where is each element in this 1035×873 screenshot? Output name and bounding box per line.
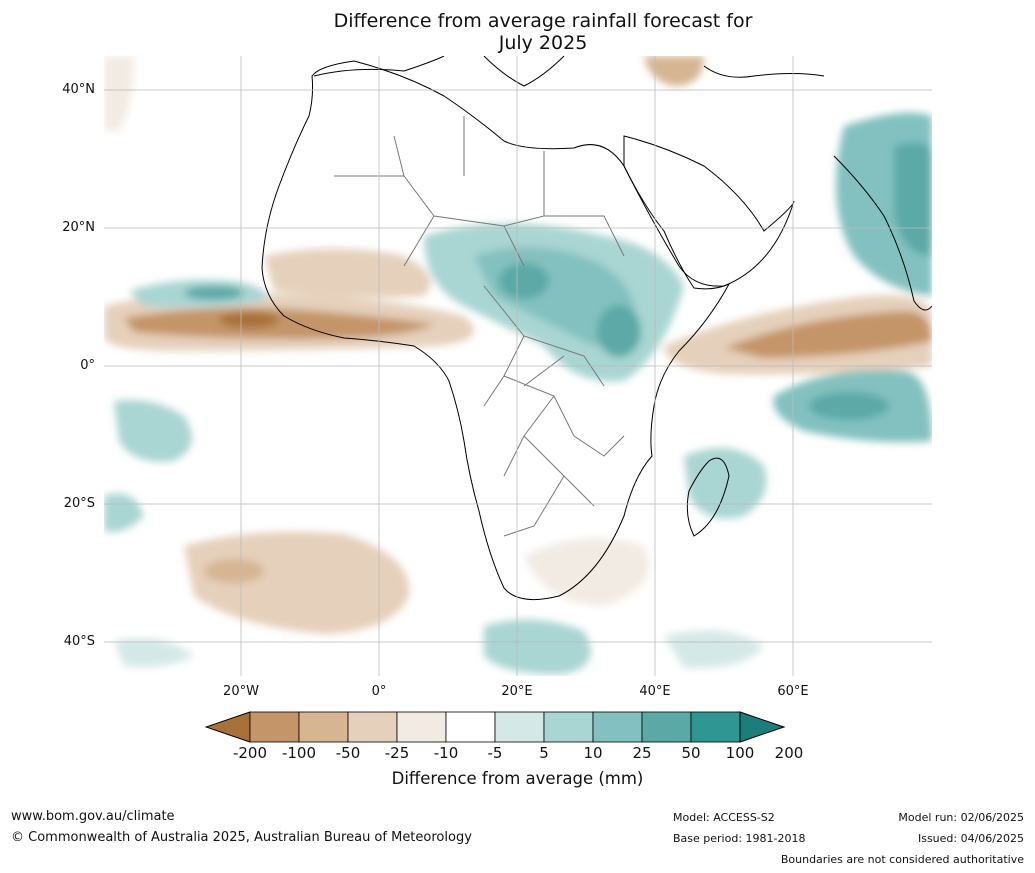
colorbar-tick-label: 50 — [681, 744, 701, 762]
colorbar-tick-label: 25 — [632, 744, 652, 762]
europe-coastline — [313, 56, 825, 87]
colorbar — [205, 711, 786, 743]
wet-southern-ocean-2 — [664, 630, 764, 669]
colorbar-segment — [445, 711, 496, 743]
dry-core-west-africa — [124, 307, 434, 339]
colorbar-segment — [347, 711, 398, 743]
madagascar-coastline — [686, 457, 730, 537]
anomaly-fields — [104, 56, 932, 675]
colorbar-extend-high — [739, 711, 786, 743]
colorbar-tick-label: 10 — [583, 744, 603, 762]
colorbar-segment — [249, 711, 300, 743]
colorbar-tick-label: -200 — [232, 744, 268, 762]
colorbar-segment — [494, 711, 545, 743]
colorbar-segment — [298, 711, 349, 743]
lat-label-40s: 40°S — [63, 634, 95, 649]
wet-east-africa-peak-2 — [597, 305, 641, 357]
india-coastline — [833, 155, 932, 311]
colorbar-segment — [396, 711, 447, 743]
dry-south-atlantic — [184, 531, 410, 634]
wet-gulf-of-guinea — [114, 400, 192, 462]
wet-south-atlantic-2 — [104, 493, 144, 532]
lon-label-0: 0° — [371, 684, 387, 699]
colorbar-tick-label: 5 — [539, 744, 549, 762]
dry-south-atlantic-core — [204, 559, 264, 583]
footer-disclaimer: Boundaries are not considered authoritat… — [780, 853, 1024, 866]
colorbar-tick-label: -25 — [384, 744, 410, 762]
colorbar-tick-label: -50 — [335, 744, 361, 762]
gridlines — [104, 56, 932, 676]
footer-base-period: Base period: 1981-2018 — [673, 832, 806, 845]
africa-coastline — [261, 60, 731, 601]
wet-southern-ocean-3 — [114, 638, 194, 668]
footer-model-run: Model run: 02/06/2025 — [898, 811, 1024, 824]
colorbar-tick-label: -5 — [487, 744, 503, 762]
lon-label-40e: 40°E — [639, 684, 671, 699]
coastlines-and-borders — [261, 56, 932, 601]
colorbar-tick-label: -100 — [281, 744, 317, 762]
colorbar-segment — [690, 711, 741, 743]
colorbar-segment — [592, 711, 643, 743]
lon-label-60e: 60°E — [777, 684, 809, 699]
country-borders — [334, 116, 625, 537]
lat-label-20n: 20°N — [62, 220, 95, 235]
lat-label-40n: 40°N — [62, 82, 95, 97]
footer-copyright: © Commonwealth of Australia 2025, Austra… — [11, 830, 472, 845]
lon-label-20e: 20°E — [501, 684, 533, 699]
colorbar-tick-label: -10 — [433, 744, 459, 762]
dry-core-arabian-sea — [724, 311, 932, 358]
lon-label-20w: 20°W — [223, 684, 259, 699]
dry-mediterranean — [644, 56, 704, 86]
wet-atlantic-core — [184, 286, 244, 300]
dry-south-indian — [524, 538, 649, 606]
footer-model: Model: ACCESS-S2 — [673, 811, 775, 824]
footer-issued: Issued: 04/06/2025 — [917, 832, 1024, 845]
colorbar-tick-label: 100 — [725, 744, 755, 762]
dry-peak-west-africa — [219, 312, 279, 328]
rainfall-anomaly-map — [104, 56, 932, 676]
arabian-peninsula-coastline — [623, 135, 795, 287]
wet-east-africa-peak — [499, 263, 549, 299]
lat-label-20s: 20°S — [63, 496, 95, 511]
dry-sahel — [264, 248, 431, 298]
colorbar-segment — [641, 711, 692, 743]
map-title: Difference from average rainfall forecas… — [243, 10, 843, 54]
footer-website: www.bom.gov.au/climate — [11, 809, 175, 824]
colorbar-segment — [543, 711, 594, 743]
colorbar-label: Difference from average (mm) — [391, 769, 644, 788]
wet-southern-ocean — [484, 619, 591, 675]
title-line-2: July 2025 — [498, 32, 588, 54]
title-line-1: Difference from average rainfall forecas… — [333, 10, 753, 32]
wet-indian-ocean-core — [809, 392, 889, 420]
colorbar-extend-low — [205, 711, 251, 743]
lat-label-0: 0° — [80, 358, 95, 373]
colorbar-tick-label: 200 — [774, 744, 804, 762]
dry-north-atlantic — [104, 56, 134, 131]
